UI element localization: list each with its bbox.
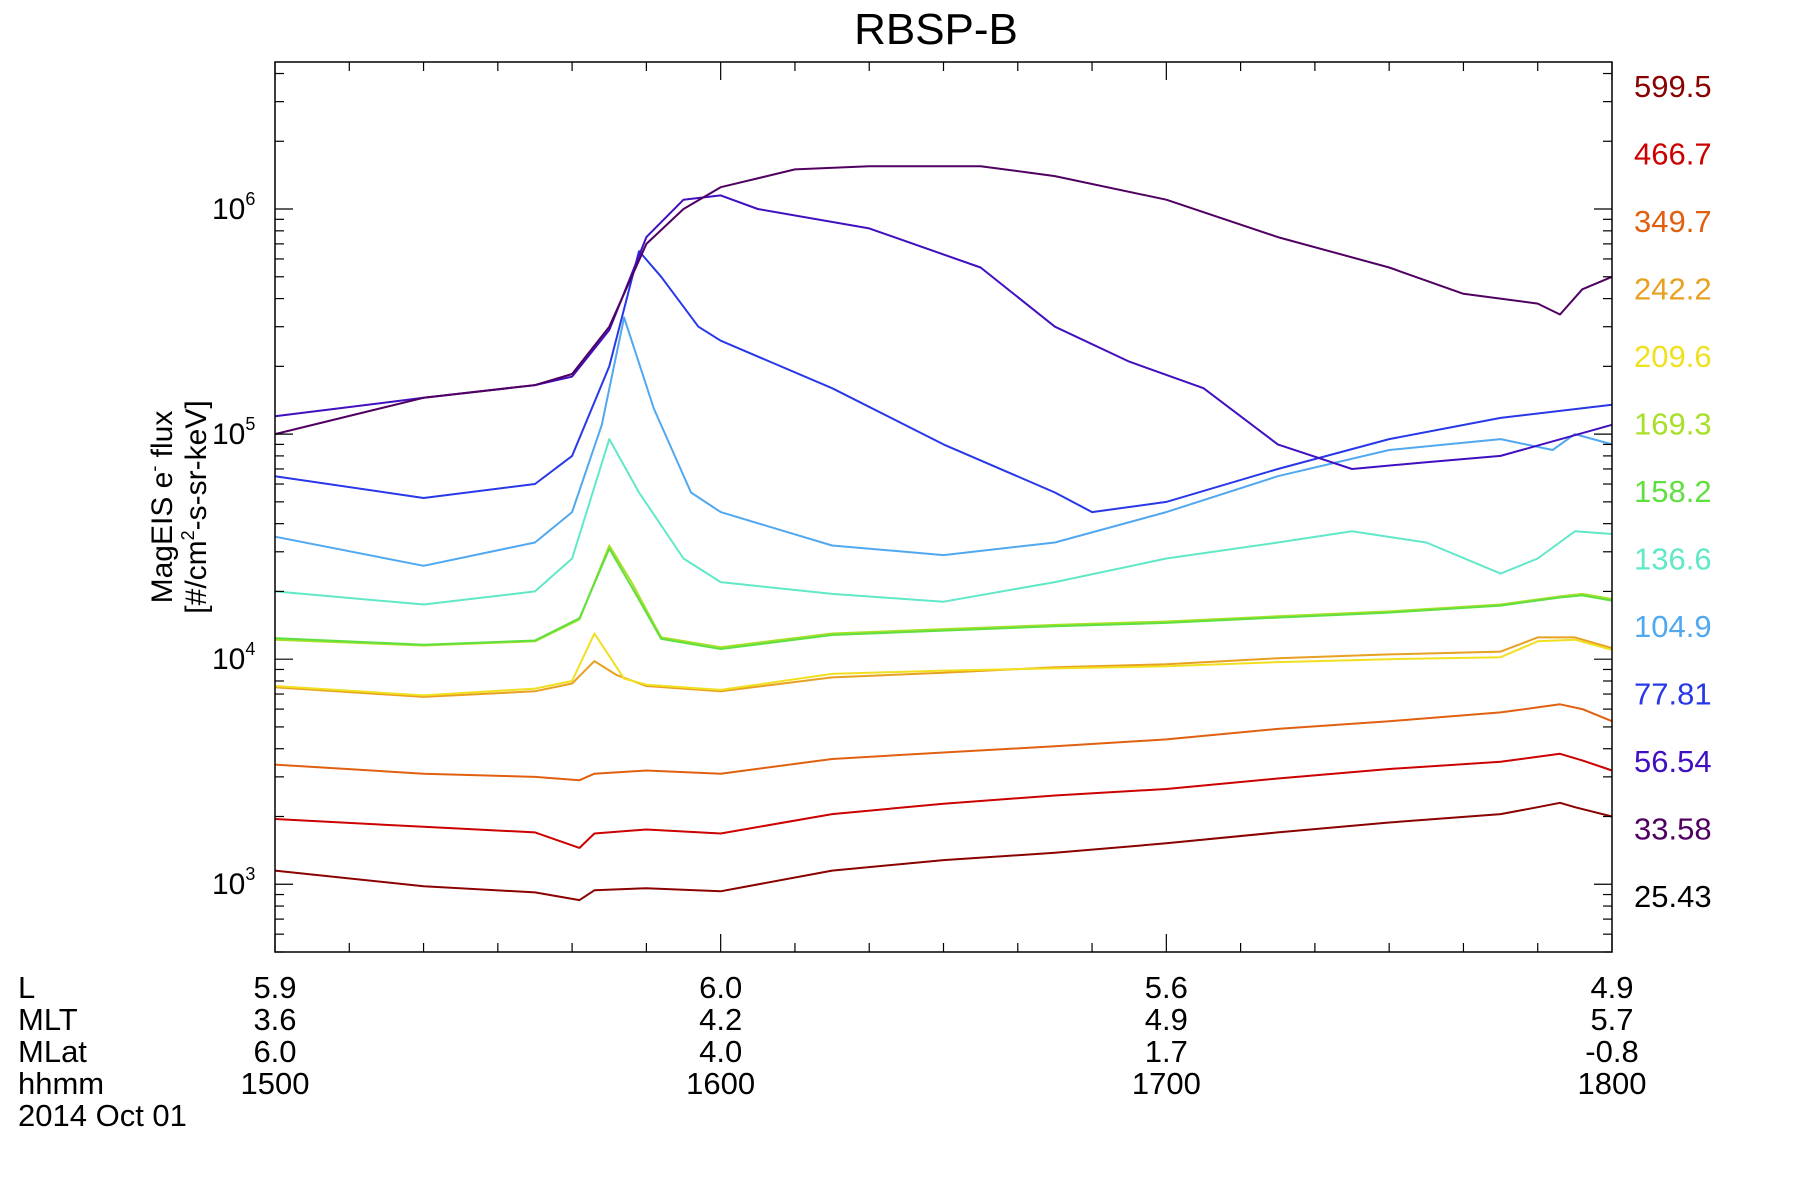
ephemeris-value: -0.8 (1585, 1034, 1638, 1069)
series-layer (274, 165, 1613, 902)
series-line-136-6 (274, 438, 1613, 606)
y-axis-label-line1: MagEIS e- flux (144, 411, 179, 604)
series-line-33-58 (274, 165, 1613, 436)
ephemeris-value: 4.0 (699, 1034, 742, 1069)
y-tick-label: 104 (212, 639, 255, 676)
ephemeris-table: LMLTMLathhmm5.93.66.015006.04.24.016005.… (18, 970, 1646, 1133)
y-tick-label: 103 (212, 864, 255, 901)
series-line-104-9 (274, 316, 1613, 567)
legend-entry: 104.9 (1634, 609, 1712, 644)
ephemeris-value: 6.0 (253, 1034, 296, 1069)
ephemeris-value: 4.9 (1145, 1002, 1188, 1037)
legend-entry: 209.6 (1634, 339, 1712, 374)
legend-entry: 599.5 (1634, 69, 1712, 104)
series-line-209-6 (274, 632, 1613, 697)
y-axis-label-line2: [#/cm2-s-sr-keV] (178, 400, 213, 613)
legend-entry: 349.7 (1634, 204, 1712, 239)
ephemeris-value: 1700 (1132, 1066, 1201, 1101)
legend-entry: 169.3 (1634, 407, 1712, 442)
ephemeris-row-label: MLT (18, 1002, 78, 1037)
ephemeris-date: 2014 Oct 01 (18, 1098, 187, 1133)
y-axis: 103 104 105 106 (212, 72, 1612, 953)
y-axis-label: MagEIS e- flux [#/cm2-s-sr-keV] (144, 400, 213, 613)
ephemeris-value: 1.7 (1145, 1034, 1188, 1069)
series-line-158-2 (274, 547, 1613, 650)
ephemeris-row-label: MLat (18, 1034, 87, 1069)
legend-entry: 242.2 (1634, 272, 1712, 307)
legend-entry: 466.7 (1634, 137, 1712, 172)
series-line-599-5 (274, 801, 1613, 902)
series-line-349-7 (274, 703, 1613, 782)
chart-title: RBSP-B (854, 5, 1018, 54)
y-tick-label: 106 (212, 189, 255, 226)
ephemeris-value: 6.0 (699, 970, 742, 1005)
legend-entry: 77.81 (1634, 677, 1712, 712)
legend-entry: 33.58 (1634, 812, 1712, 847)
series-line-466-7 (274, 752, 1613, 849)
ephemeris-value: 1600 (686, 1066, 755, 1101)
legend-entry: 136.6 (1634, 542, 1712, 577)
ephemeris-value: 5.6 (1145, 970, 1188, 1005)
series-line-242-2 (274, 636, 1613, 698)
series-line-77-81 (274, 250, 1613, 514)
ephemeris-row-label: hhmm (18, 1066, 104, 1101)
x-axis (274, 62, 1613, 952)
ephemeris-value: 1500 (241, 1066, 310, 1101)
ephemeris-value: 5.7 (1590, 1002, 1633, 1037)
series-line-56-54 (274, 194, 1613, 470)
ephemeris-value: 4.9 (1590, 970, 1633, 1005)
plot-frame (274, 61, 1613, 953)
ephemeris-value: 3.6 (253, 1002, 296, 1037)
legend: 599.5 466.7 349.7 242.2 209.6 169.3 158.2 136.6… (1634, 69, 1712, 914)
ephemeris-value: 4.2 (699, 1002, 742, 1037)
y-tick-label: 105 (212, 414, 255, 451)
ephemeris-value: 5.9 (253, 970, 296, 1005)
legend-entry: 25.43 (1634, 879, 1712, 914)
ephemeris-row-label: L (18, 970, 35, 1005)
legend-entry: 158.2 (1634, 474, 1712, 509)
legend-entry: 56.54 (1634, 744, 1712, 779)
ephemeris-value: 1800 (1578, 1066, 1647, 1101)
series-line-169-3 (274, 544, 1613, 649)
